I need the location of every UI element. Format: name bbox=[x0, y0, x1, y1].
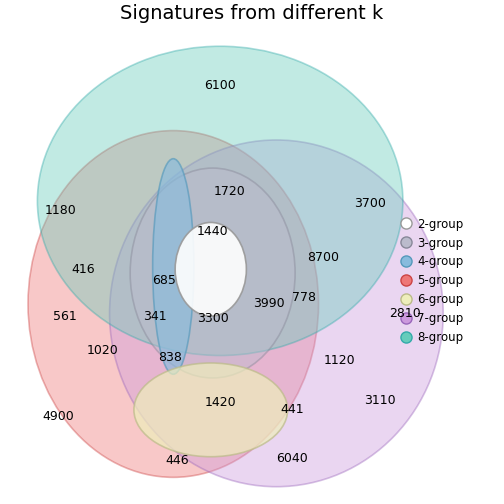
Text: 1440: 1440 bbox=[197, 225, 228, 238]
Ellipse shape bbox=[175, 222, 246, 316]
Text: 3700: 3700 bbox=[354, 197, 386, 210]
Text: 6040: 6040 bbox=[276, 452, 308, 465]
Text: 685: 685 bbox=[152, 274, 176, 287]
Text: 1120: 1120 bbox=[324, 354, 355, 367]
Text: 2810: 2810 bbox=[389, 307, 421, 320]
Text: 3990: 3990 bbox=[253, 297, 285, 310]
Ellipse shape bbox=[28, 131, 319, 477]
Text: 1180: 1180 bbox=[45, 204, 77, 217]
Text: 8700: 8700 bbox=[307, 250, 339, 264]
Text: 341: 341 bbox=[143, 309, 166, 323]
Ellipse shape bbox=[130, 168, 295, 378]
Text: 6100: 6100 bbox=[204, 79, 236, 92]
Ellipse shape bbox=[134, 363, 288, 457]
Ellipse shape bbox=[37, 46, 403, 355]
Text: 3300: 3300 bbox=[197, 311, 228, 325]
Text: 3110: 3110 bbox=[364, 394, 395, 407]
Text: 446: 446 bbox=[165, 454, 189, 467]
Ellipse shape bbox=[109, 140, 443, 487]
Text: 778: 778 bbox=[292, 291, 317, 304]
Text: 1420: 1420 bbox=[204, 396, 236, 409]
Text: 838: 838 bbox=[159, 351, 182, 364]
Text: 4900: 4900 bbox=[42, 410, 74, 423]
Text: 441: 441 bbox=[281, 403, 304, 416]
Text: 416: 416 bbox=[72, 263, 95, 276]
Text: 1020: 1020 bbox=[86, 344, 118, 357]
Legend: 2-group, 3-group, 4-group, 5-group, 6-group, 7-group, 8-group: 2-group, 3-group, 4-group, 5-group, 6-gr… bbox=[395, 213, 468, 349]
Text: 561: 561 bbox=[53, 309, 77, 323]
Text: 1720: 1720 bbox=[214, 185, 245, 198]
Ellipse shape bbox=[153, 159, 194, 374]
Title: Signatures from different k: Signatures from different k bbox=[120, 4, 384, 23]
